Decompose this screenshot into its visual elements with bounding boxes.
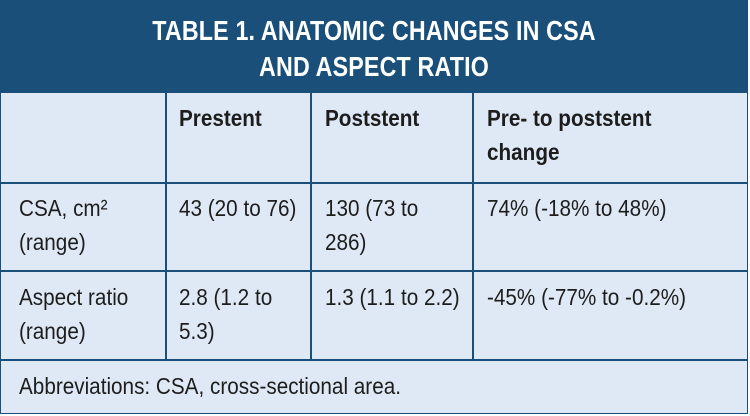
header-cell-change: Pre- to poststent change — [487, 101, 737, 169]
column-divider-1 — [165, 93, 167, 361]
row-1-prestent: 43 (20 to 76) — [179, 195, 297, 221]
table-footnote: Abbreviations: CSA, cross-sectional area… — [19, 373, 401, 399]
header-label-change: Pre- to poststent change — [487, 105, 652, 165]
row-divider-1 — [1, 270, 747, 272]
row-divider-2 — [1, 359, 747, 361]
row-2-change: -45% (-77% to -0.2%) — [487, 284, 687, 310]
table-title-line-1: TABLE 1. ANATOMIC CHANGES IN CSA — [152, 15, 596, 46]
row-2-label: Aspect ratio (range) — [19, 284, 129, 344]
header-label-poststent: Poststent — [325, 105, 420, 131]
column-divider-2 — [310, 93, 312, 361]
table-title: TABLE 1. ANATOMIC CHANGES IN CSA AND ASP… — [1, 1, 747, 93]
row-2-prestent: 2.8 (1.2 to 5.3) — [179, 284, 273, 344]
header-cell-prestent: Prestent — [179, 101, 319, 135]
row-1-label: CSA, cm² (range) — [19, 195, 108, 255]
row-1-poststent: 130 (73 to 286) — [325, 195, 419, 255]
row-2-poststent: 1.3 (1.1 to 2.2) — [325, 284, 460, 310]
header-label-prestent: Prestent — [179, 105, 262, 131]
table-title-line-2: AND ASPECT RATIO — [259, 51, 489, 82]
header-divider — [1, 182, 747, 184]
column-divider-3 — [472, 93, 474, 361]
table-grid: Prestent Poststent Pre- to poststent cha… — [1, 93, 747, 414]
header-cell-poststent: Poststent — [325, 101, 485, 135]
row-1-change: 74% (-18% to 48%) — [487, 195, 667, 221]
